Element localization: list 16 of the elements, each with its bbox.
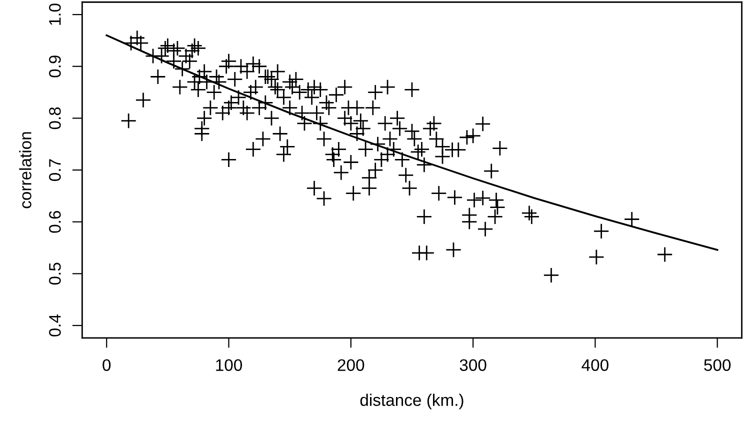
y-tick-label: 1.0 (49, 4, 61, 25)
y-tick-label: 0.8 (49, 107, 61, 130)
x-tick-label: 0 (102, 359, 111, 372)
line-series (106, 34, 718, 251)
x-tick-label: 400 (582, 359, 608, 372)
y-tick-label: 0.9 (49, 56, 61, 78)
x-tick-label: 300 (460, 359, 486, 372)
y-tick-label: 0.6 (49, 210, 61, 233)
y-axis-title: correlation (19, 132, 32, 208)
y-tick-label: 0.4 (49, 314, 61, 336)
x-axis-title: distance (km.) (360, 394, 464, 410)
y-tick-label: 0.7 (49, 159, 61, 181)
x-tick-label: 500 (704, 359, 731, 372)
y-tick-label: 0.5 (49, 262, 61, 285)
x-tick-label: 100 (216, 359, 242, 372)
x-tick-label: 200 (338, 359, 364, 372)
